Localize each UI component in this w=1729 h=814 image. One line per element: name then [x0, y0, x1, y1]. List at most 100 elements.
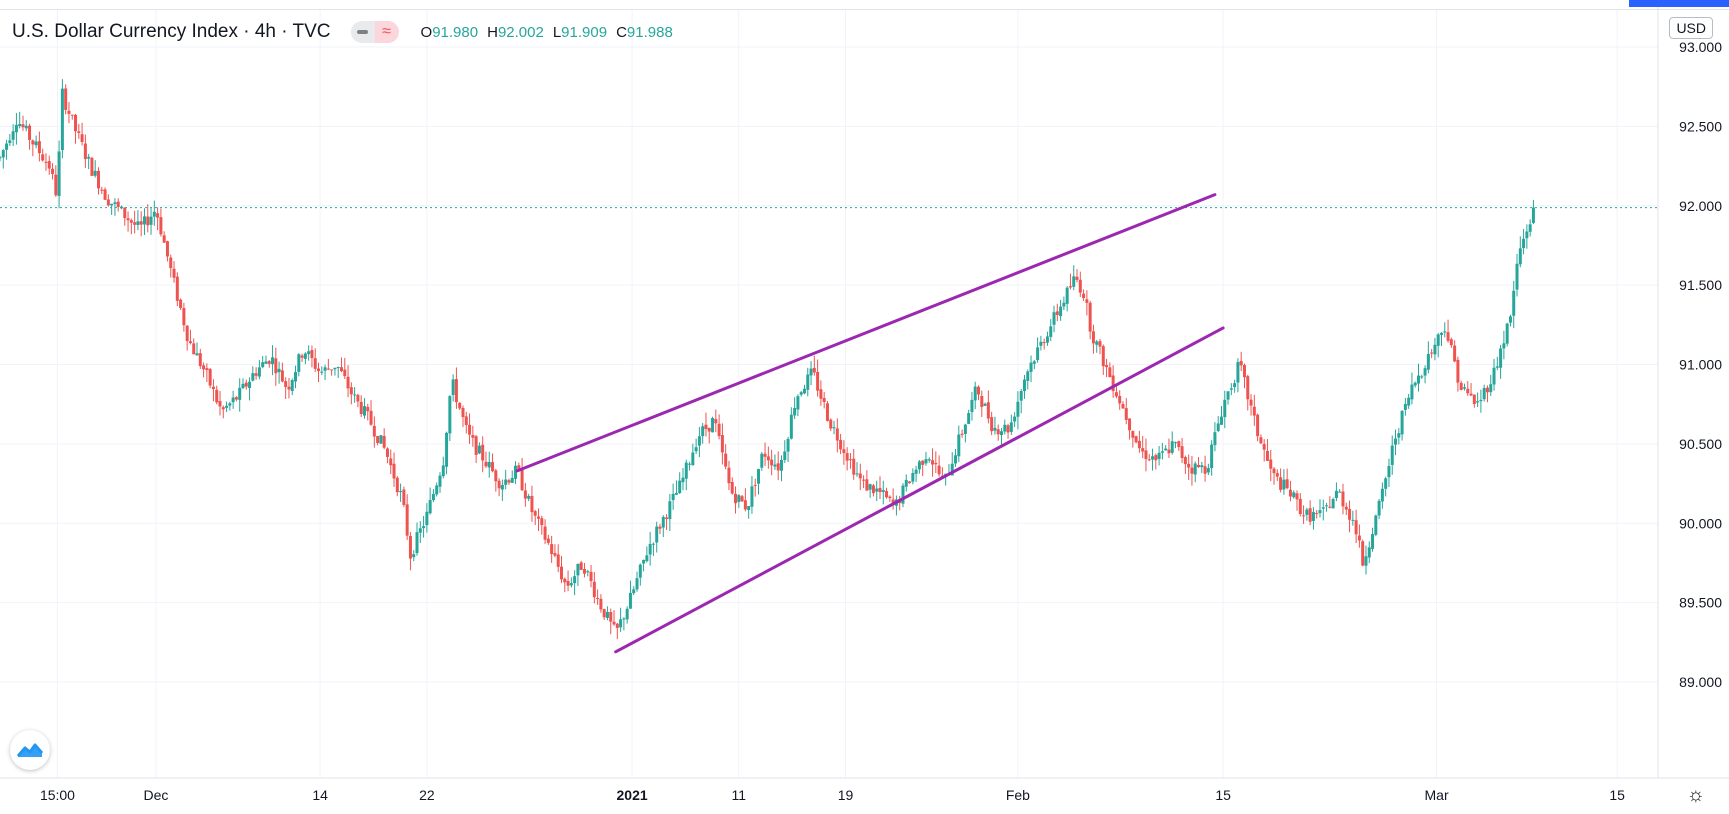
candle-body: [372, 425, 376, 437]
candle-body: [986, 402, 990, 419]
candle-body: [1091, 331, 1095, 344]
settings-gear-icon[interactable]: ☼: [1686, 784, 1705, 806]
candle-body: [1387, 465, 1391, 478]
candle-body: [747, 506, 751, 511]
candle-body: [471, 435, 475, 438]
candle-body: [622, 618, 626, 620]
candle-body: [1394, 438, 1398, 445]
candle-body: [1006, 425, 1010, 433]
candle-body: [960, 433, 964, 435]
candle-body: [257, 367, 261, 377]
currency-button[interactable]: USD: [1669, 17, 1713, 39]
candle-body: [540, 518, 544, 526]
candle-body: [655, 526, 659, 543]
chart-type-icon[interactable]: [350, 21, 375, 43]
candle-body: [776, 463, 780, 471]
candle-body: [77, 131, 81, 133]
candle-body: [156, 213, 160, 218]
candle-body: [924, 459, 928, 464]
candle-body: [862, 479, 866, 481]
candle-body: [218, 400, 222, 407]
candle-body: [714, 419, 718, 424]
symbol-title[interactable]: U.S. Dollar Currency Index · 4h · TVC: [12, 21, 331, 42]
candle-body: [497, 480, 501, 489]
candle-body: [1341, 491, 1345, 507]
candle-body: [179, 299, 183, 308]
candle-body: [628, 592, 632, 609]
candle-body: [116, 201, 120, 207]
candle-body: [0, 157, 2, 159]
candle-body: [671, 493, 675, 501]
trendline[interactable]: [614, 326, 1225, 654]
candle-body: [793, 407, 797, 416]
candle-body: [21, 124, 25, 128]
candle-body: [1413, 382, 1417, 386]
candle-body: [1262, 444, 1266, 450]
chart-type-toggle[interactable]: ≈: [350, 21, 399, 43]
candle-body: [730, 481, 734, 494]
candle-body: [382, 436, 386, 448]
candle-body: [264, 361, 268, 364]
candle-body: [1390, 445, 1394, 465]
candle-body: [57, 151, 61, 196]
candle-body: [238, 387, 242, 400]
candle-body: [1147, 459, 1151, 461]
candle-body: [543, 526, 547, 540]
candle-body: [504, 479, 508, 485]
candle-body: [136, 221, 140, 225]
candle-body: [694, 447, 698, 452]
candle-body: [1157, 452, 1161, 459]
candle-body: [1364, 556, 1368, 566]
candle-body: [1505, 323, 1509, 344]
candle-body: [1187, 463, 1191, 468]
time-tick-label: Mar: [1425, 787, 1449, 803]
candle-body: [1453, 345, 1457, 362]
candle-body: [605, 611, 609, 618]
candle-body: [908, 481, 912, 484]
candle-body: [753, 484, 757, 486]
candle-body: [185, 325, 189, 342]
candle-body: [1219, 416, 1223, 425]
candle-body: [563, 578, 567, 583]
candle-body: [1522, 238, 1526, 248]
candle-body: [1026, 371, 1030, 381]
candle-body: [911, 472, 915, 482]
tradingview-logo-icon[interactable]: [10, 730, 50, 770]
price-tick-label: 91.500: [1679, 277, 1722, 293]
candle-body: [1433, 344, 1437, 355]
candle-body: [1200, 465, 1204, 468]
candle-body: [931, 460, 935, 465]
candle-body: [1348, 508, 1352, 520]
price-tick-label: 89.000: [1679, 674, 1722, 690]
candle-body: [523, 490, 527, 499]
candle-body: [1160, 451, 1164, 453]
candle-body: [1482, 388, 1486, 400]
candle-body: [1456, 359, 1460, 383]
candle-body: [326, 368, 330, 370]
candle-body: [1282, 479, 1286, 490]
candle-body: [1295, 493, 1299, 500]
candle-body: [228, 403, 232, 406]
candle-body: [1515, 263, 1519, 290]
trendline[interactable]: [515, 193, 1217, 473]
candle-body: [684, 462, 688, 479]
candle-body: [1022, 379, 1026, 392]
candle-body: [779, 460, 783, 471]
candle-body: [727, 467, 731, 484]
candle-body: [80, 134, 84, 143]
candle-body: [1325, 505, 1329, 507]
candle-body: [165, 241, 169, 257]
candle-body: [1229, 388, 1233, 390]
candle-body: [428, 500, 432, 514]
candle-body: [596, 598, 600, 600]
candlestick-series: [0, 79, 1535, 640]
candle-body: [619, 619, 623, 628]
compare-icon[interactable]: ≈: [374, 21, 399, 43]
candle-body: [24, 125, 28, 129]
candle-body: [1036, 347, 1040, 361]
candle-body: [195, 353, 199, 356]
candle-body: [129, 220, 133, 223]
candle-body: [1114, 392, 1118, 397]
price-tick-label: 92.000: [1679, 198, 1722, 214]
